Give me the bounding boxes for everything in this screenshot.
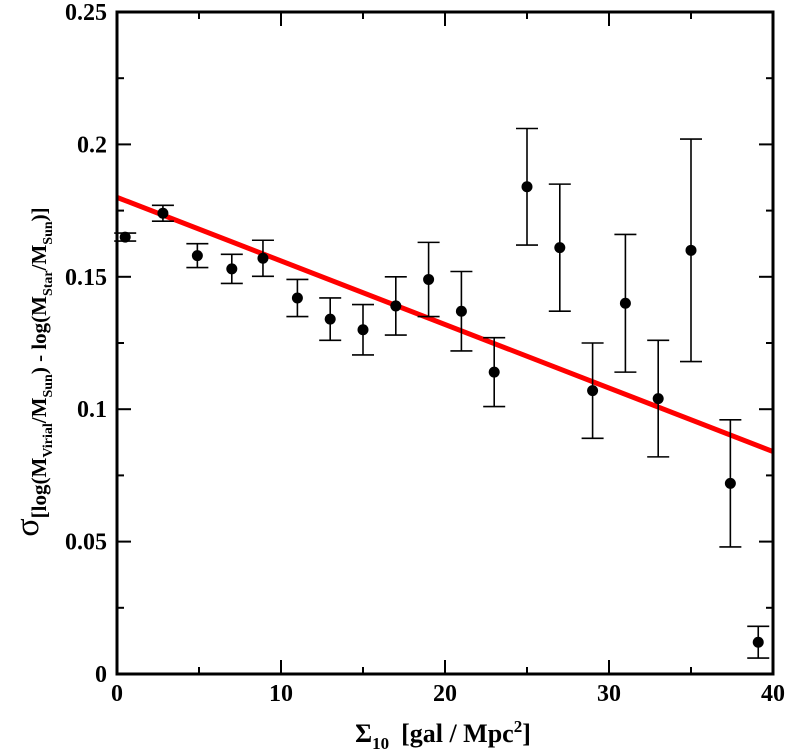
x-tick-label: 10	[269, 681, 293, 707]
y-axis-title: σ[log(MVirial/MSun) - log(MStar/MSun)]	[9, 207, 56, 536]
y-tick-label: 0.1	[77, 397, 107, 423]
axis-ticks	[116, 11, 774, 675]
y-axis-sub3: Star	[41, 270, 56, 296]
data-point	[488, 366, 500, 378]
y-axis-sub1: Virial	[41, 423, 56, 458]
data-point	[455, 305, 467, 317]
y-tick-label: 0.05	[65, 530, 107, 556]
x-axis-unit: [gal / Mpc	[401, 719, 514, 748]
data-point	[357, 324, 369, 336]
y-tick-label: 0.15	[65, 265, 107, 291]
data-point	[257, 252, 269, 264]
x-axis-symbol-subscript: 10	[372, 734, 389, 752]
y-axis-part4: /M	[27, 245, 51, 272]
x-tick-label: 0	[111, 681, 123, 707]
data-point	[587, 385, 599, 397]
data-point	[390, 300, 402, 312]
data-point	[521, 181, 533, 193]
y-tick-label: 0.2	[77, 132, 107, 158]
data-point	[619, 297, 631, 309]
x-axis-unit-superscript: 2	[514, 717, 523, 736]
y-axis-symbol: σ	[9, 518, 46, 536]
y-axis-sub4: Sun	[41, 221, 56, 245]
data-point	[226, 263, 238, 275]
fit-line	[116, 195, 774, 454]
x-tick-label: 40	[761, 681, 785, 707]
x-tick-label: 30	[597, 681, 621, 707]
x-axis-title: Σ10 [gal / Mpc2]	[355, 717, 531, 752]
data-point	[554, 242, 566, 254]
y-axis-part2: /M	[27, 397, 51, 424]
y-axis-part1: [log(M	[27, 458, 51, 519]
data-point	[324, 313, 336, 325]
data-points	[119, 181, 764, 648]
y-axis-sub2: Sun	[41, 374, 56, 398]
data-point	[119, 231, 131, 243]
data-point	[423, 273, 435, 285]
data-point	[157, 207, 169, 219]
y-tick-label: 0.25	[65, 0, 107, 26]
data-point	[752, 636, 764, 648]
tick-labels: 0 10 20 30 40 0 0.05 0.1 0.15 0.2 0.25	[65, 0, 785, 707]
y-axis-part3: ) - log(M	[27, 296, 51, 374]
y-axis-part5: )]	[27, 207, 51, 221]
x-tick-label: 20	[433, 681, 457, 707]
fit-line-layer	[116, 195, 774, 454]
data-point	[191, 250, 203, 262]
data-point	[685, 244, 697, 256]
plot-frame	[115, 10, 775, 676]
x-axis-symbol: Σ	[355, 719, 372, 748]
data-point	[652, 393, 664, 405]
x-axis-unit-close: ]	[522, 719, 531, 748]
data-point	[291, 292, 303, 304]
y-tick-label: 0	[95, 662, 107, 688]
error-bars	[114, 127, 770, 659]
data-point	[724, 477, 736, 489]
